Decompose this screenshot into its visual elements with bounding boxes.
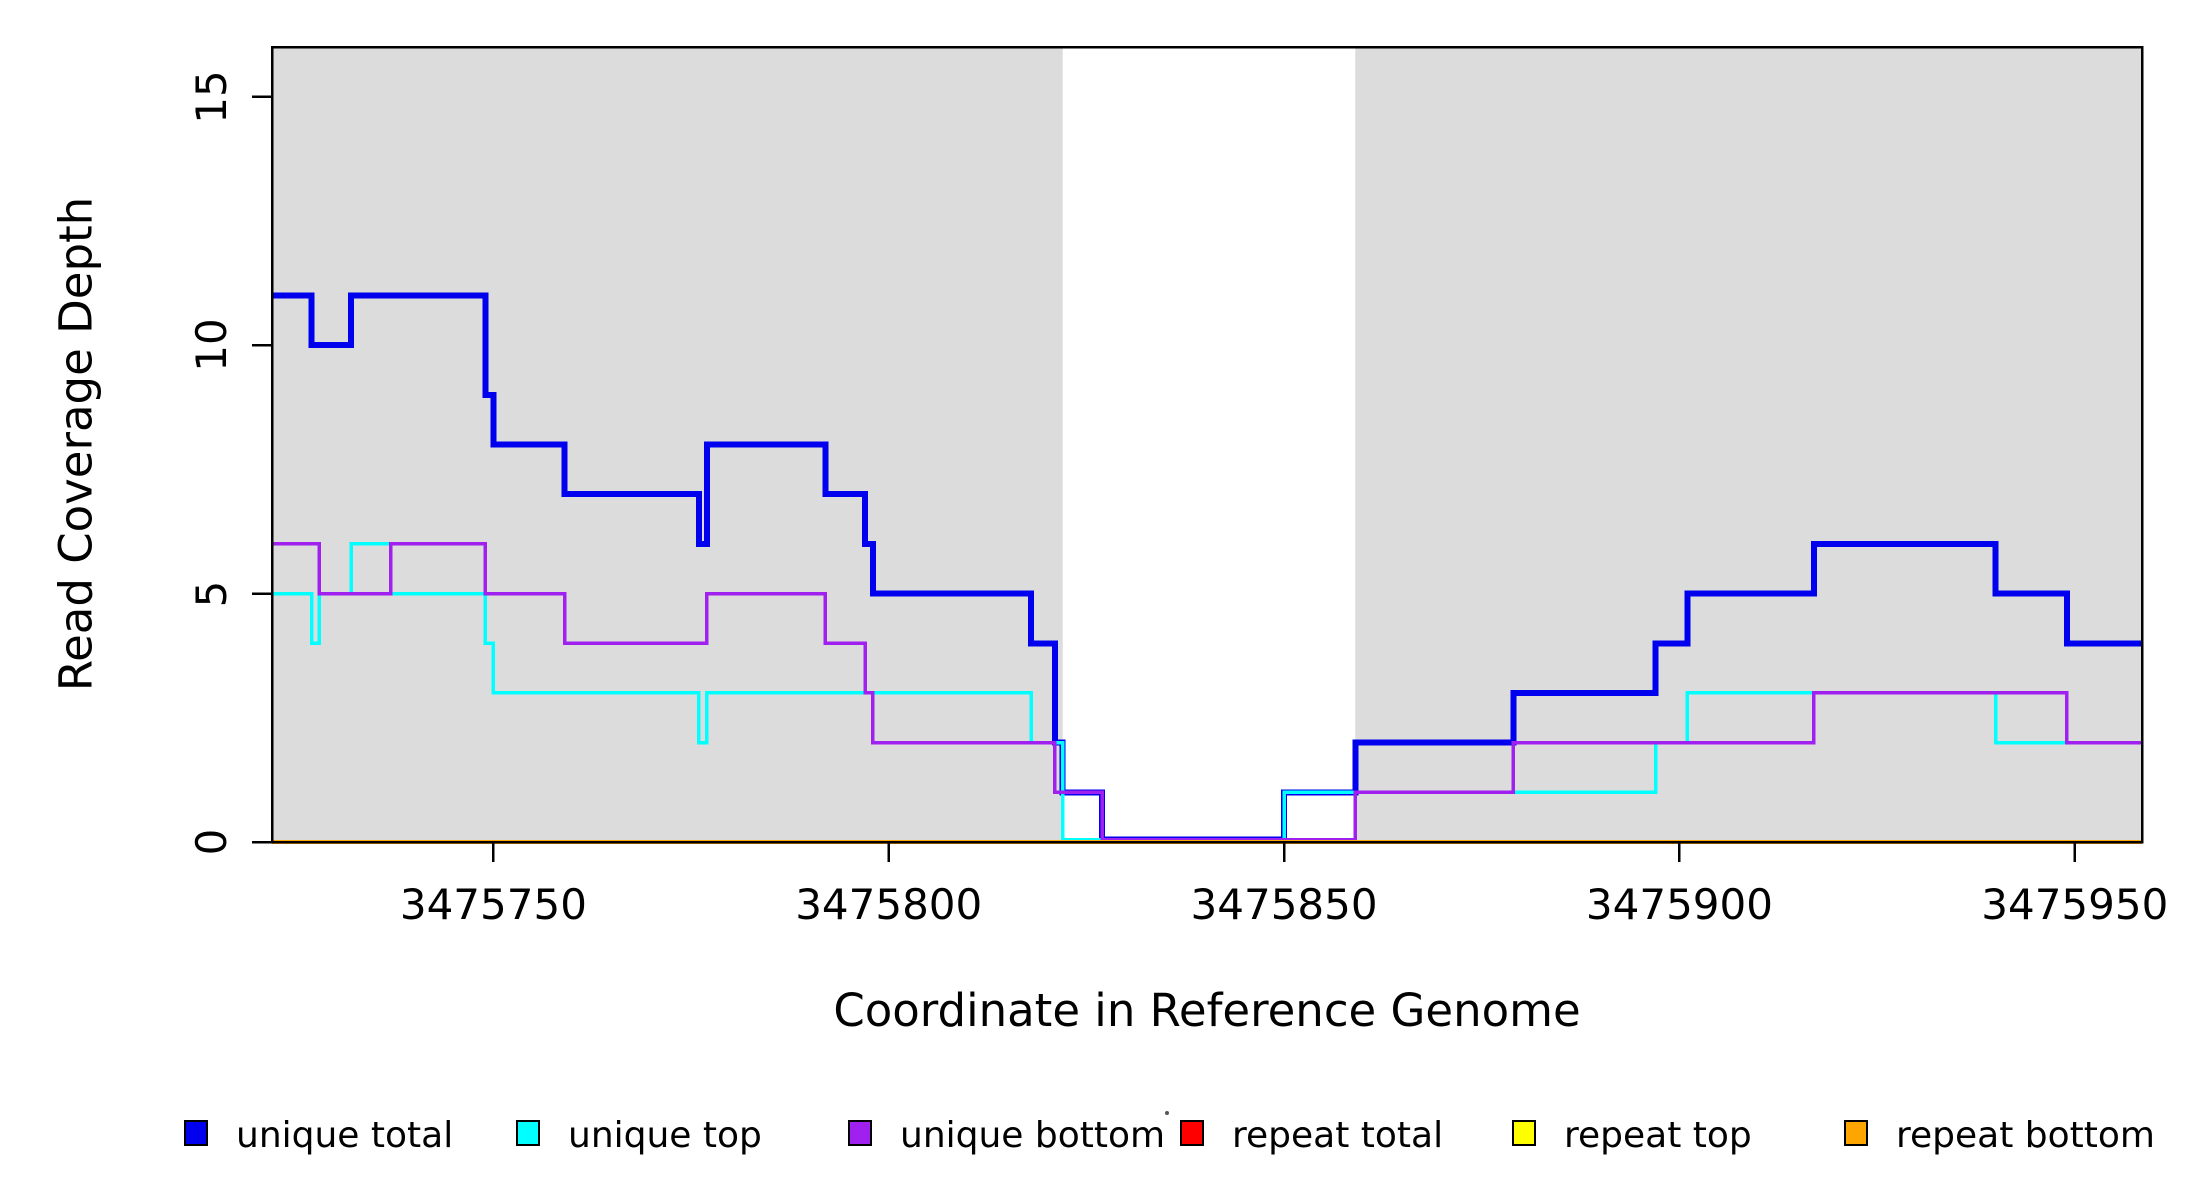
shaded-region (272, 47, 1063, 842)
x-axis-title: Coordinate in Reference Genome (833, 984, 1581, 1037)
legend-label: repeat total (1232, 1115, 1444, 1156)
x-tick-label: 3475900 (1585, 880, 1773, 929)
y-tick-label: 0 (187, 828, 236, 856)
legend-label: repeat bottom (1896, 1115, 2155, 1156)
y-tick-label: 10 (187, 318, 236, 372)
shaded-region (1355, 47, 2142, 842)
series-line-unique-bottom (272, 542, 2142, 842)
legend-swatch (1844, 1120, 1868, 1146)
x-tick-label: 3475950 (1981, 880, 2169, 929)
x-tick-label: 3475850 (1190, 880, 1378, 929)
legend-swatch (1180, 1120, 1204, 1146)
x-tick-label: 3475750 (399, 880, 587, 929)
legend-label: unique top (568, 1115, 762, 1156)
legend-label: unique bottom (900, 1115, 1166, 1156)
x-tick-label: 3475800 (795, 880, 983, 929)
y-tick-label: 15 (187, 69, 236, 124)
stray-dot (1165, 1111, 1169, 1115)
series-line-unique-total (272, 292, 2142, 843)
legend-swatch (1512, 1120, 1536, 1146)
legend-label: unique total (236, 1115, 454, 1156)
y-tick-label: 5 (187, 580, 236, 607)
legend-swatch (184, 1120, 208, 1146)
y-axis-title: Read Coverage Depth (49, 196, 103, 692)
legend-swatch (516, 1120, 540, 1146)
legend-label: repeat top (1564, 1115, 1752, 1156)
plot-box (270, 45, 2144, 844)
legend-swatch (848, 1120, 872, 1146)
